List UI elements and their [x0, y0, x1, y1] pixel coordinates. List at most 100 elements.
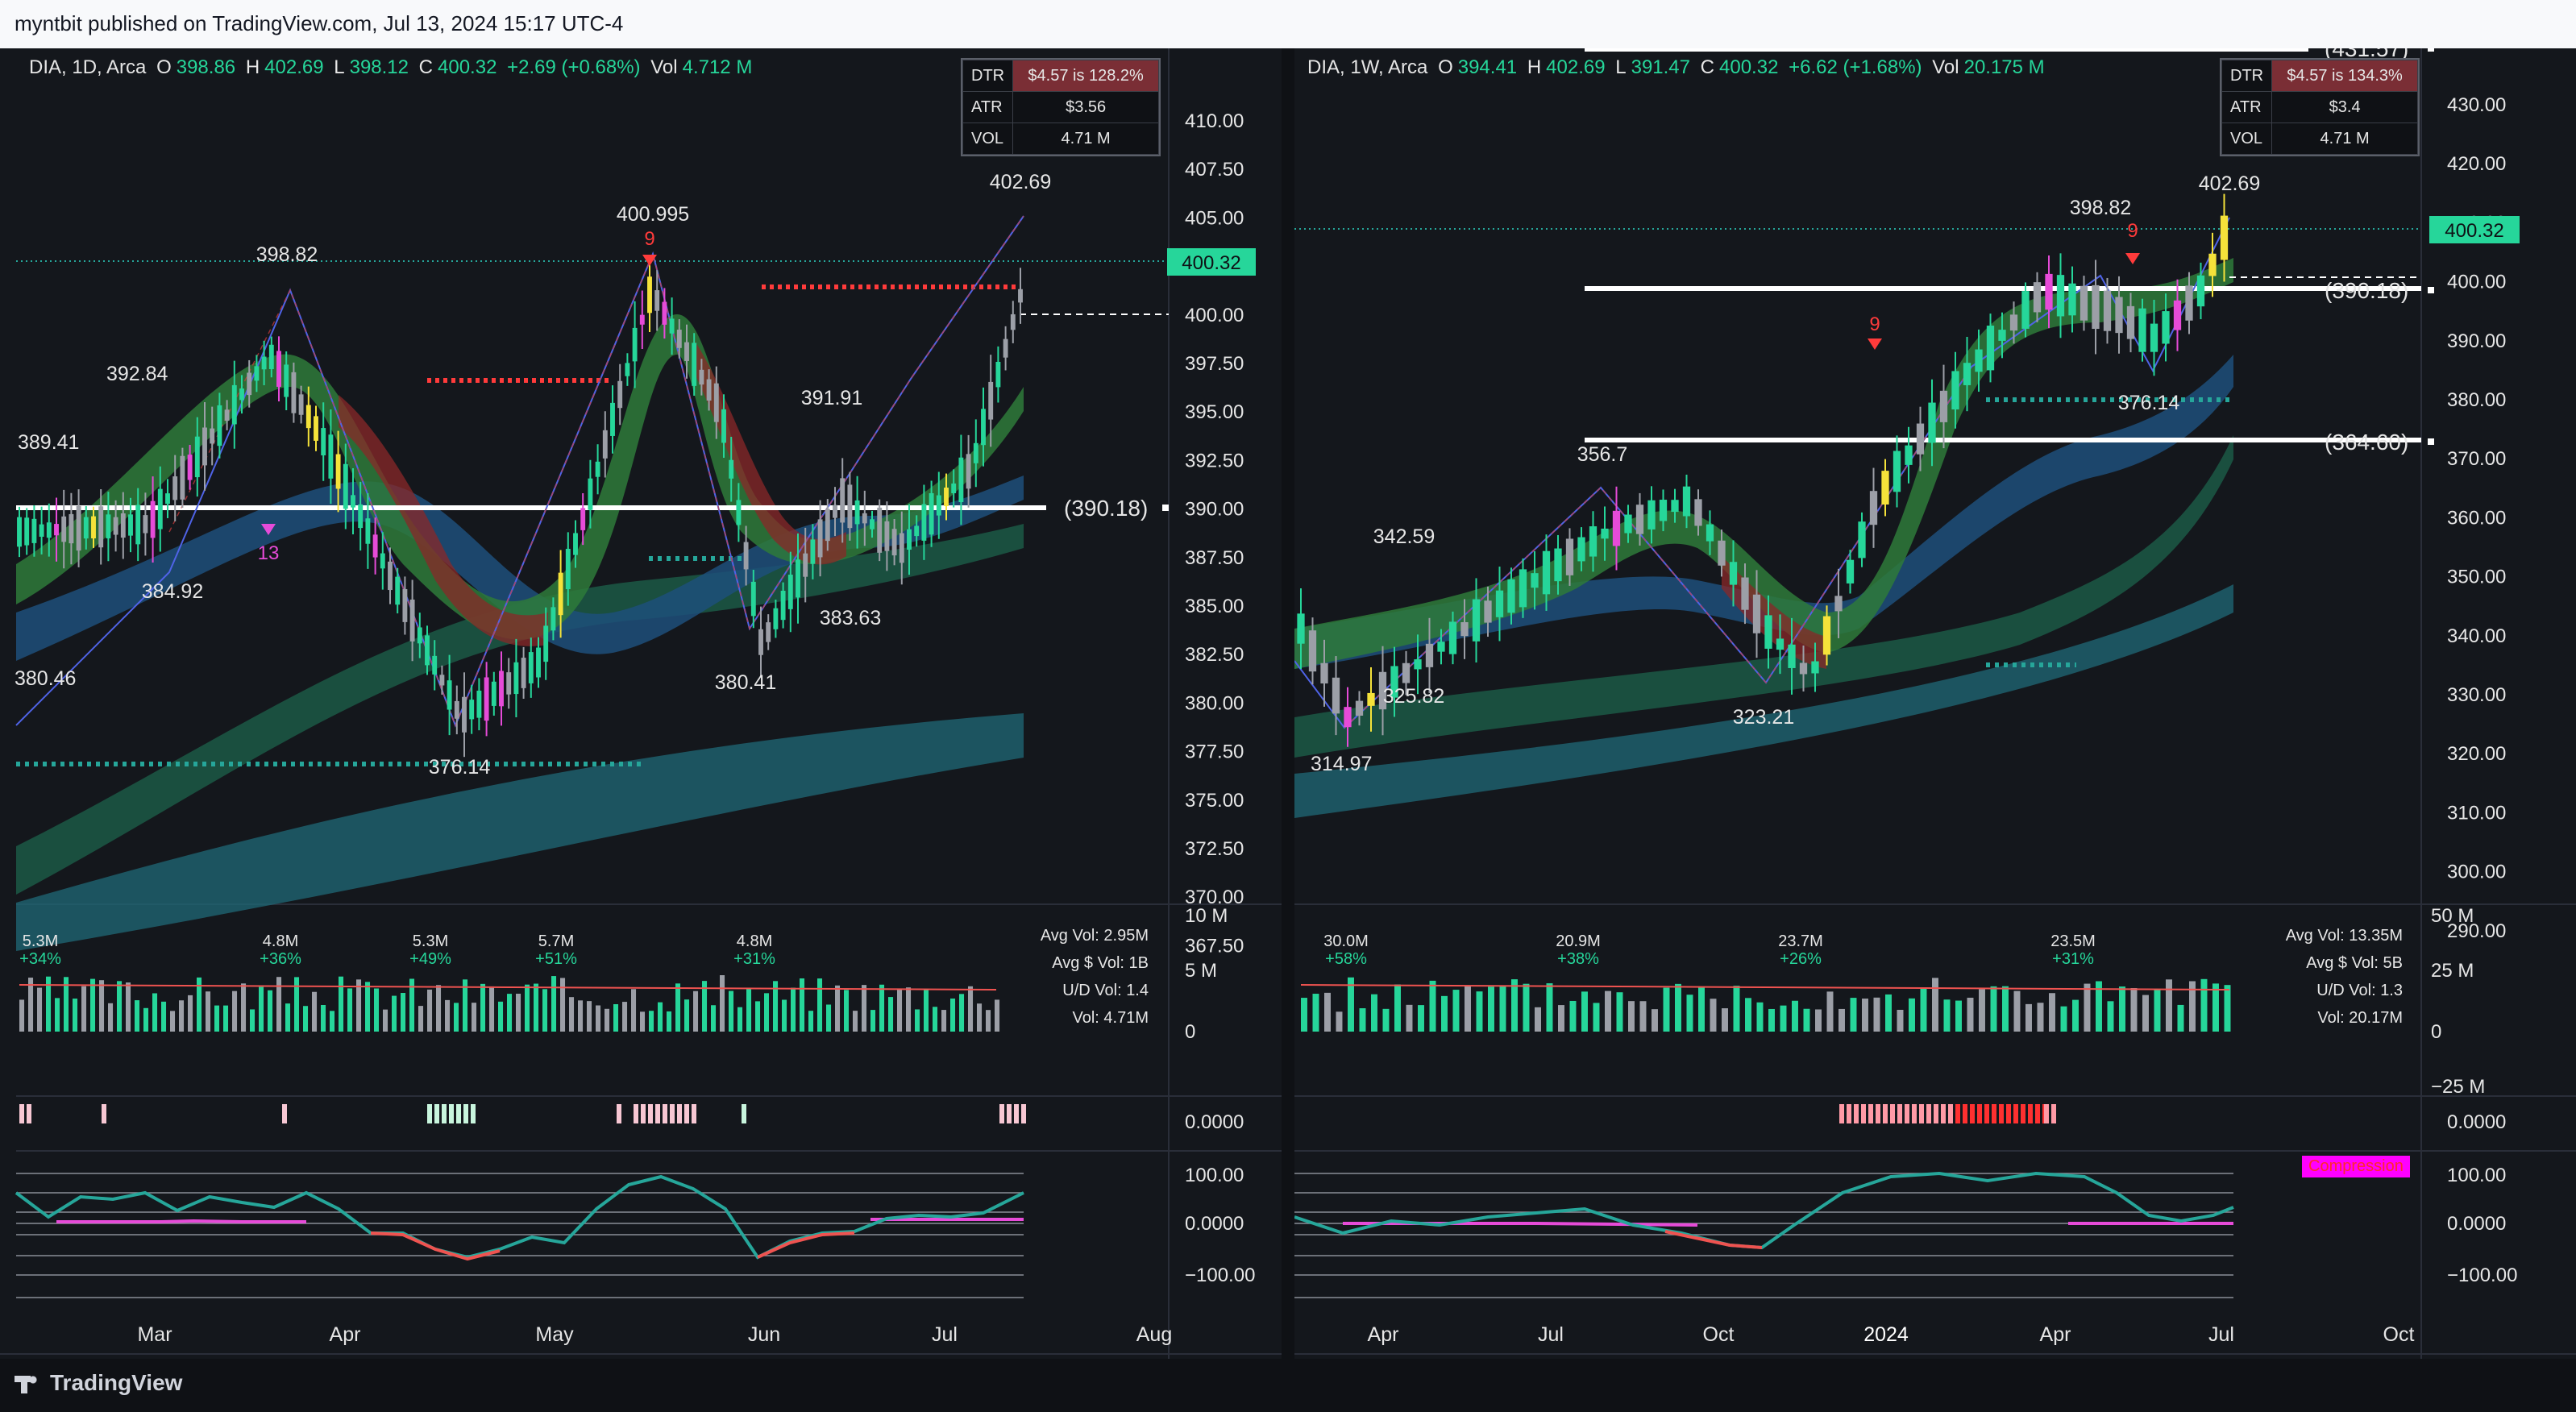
price-pivot-label: 391.91 — [801, 387, 862, 409]
volume-bar — [480, 983, 486, 1032]
squeeze-dot — [663, 1104, 667, 1123]
dtr-label: DTR — [2221, 60, 2273, 92]
candle-body — [891, 529, 897, 556]
volume-bar — [401, 993, 406, 1032]
left-osc-magenta — [56, 1219, 306, 1223]
candle-body — [914, 525, 920, 537]
volume-bar — [259, 986, 264, 1032]
squeeze-dot — [434, 1104, 439, 1123]
candle-body — [1367, 692, 1375, 706]
volume-axis-label: 5 M — [1185, 960, 1217, 982]
stat-label: Avg $ Vol: — [2306, 954, 2379, 972]
price-axis-label: 430.00 — [2447, 94, 2506, 116]
candle-body — [417, 627, 422, 644]
candle-body — [1472, 599, 1481, 642]
volume-bar — [2189, 981, 2196, 1032]
candle-body — [2150, 323, 2158, 352]
left-open: 398.86 — [176, 56, 236, 78]
volume-bar — [649, 1011, 654, 1032]
volume-bar — [1663, 987, 1670, 1032]
price-pivot-label: 380.46 — [15, 667, 76, 690]
stat-label: Avg Vol: — [2285, 927, 2345, 945]
volume-bar — [1476, 991, 1483, 1032]
candle-body — [847, 484, 853, 529]
td-count-label: 9 — [1869, 314, 1880, 335]
volume-bar — [1605, 990, 1611, 1032]
vol-value: 4.71 M — [2271, 123, 2419, 155]
volume-bar — [347, 988, 353, 1032]
volume-bar — [622, 1002, 628, 1032]
right-osc-line — [1294, 1171, 2234, 1250]
volume-bar — [427, 989, 433, 1032]
volume-note-value: 23.5M — [2050, 932, 2096, 950]
candle-body — [787, 575, 793, 609]
osc-axis-label: 0.0000 — [1185, 1213, 1244, 1235]
volume-note-pct: +26% — [1780, 950, 1822, 968]
right-low: 391.47 — [1631, 56, 1690, 78]
candle-body — [447, 680, 452, 710]
left-osc-red-2 — [757, 1231, 855, 1259]
candle-body — [625, 363, 630, 376]
volume-bar — [188, 995, 193, 1032]
volume-bar — [675, 983, 681, 1032]
candle-body — [2092, 284, 2100, 330]
volume-bar — [365, 982, 371, 1032]
candle-body — [314, 416, 318, 441]
candle-body — [217, 405, 222, 446]
volume-bar — [977, 1003, 983, 1032]
squeeze-dot — [684, 1104, 689, 1123]
candle-body — [713, 383, 719, 422]
price-axis-label: 350.00 — [2447, 567, 2506, 588]
candle-body — [840, 478, 846, 523]
volume-bar — [2107, 1001, 2114, 1032]
candle-body — [1018, 289, 1023, 303]
candle-body — [981, 409, 986, 446]
candle-body — [1390, 666, 1398, 698]
current-price-badge — [2429, 216, 2520, 243]
volume-bar — [409, 978, 415, 1032]
squeeze-dot — [1977, 1104, 1982, 1123]
candle-body — [632, 327, 638, 362]
volume-bar — [605, 1008, 610, 1032]
right-chart-panel[interactable]: 430.00420.00410.00400.00390.00380.00370.… — [1294, 48, 2576, 1359]
volume-note-value: 5.7M — [538, 932, 574, 950]
stat-label: Vol: — [1072, 1009, 1099, 1027]
volume-bar — [19, 999, 25, 1032]
left-chart-panel[interactable]: 410.00407.50405.00402.50400.00397.50395.… — [0, 48, 1282, 1359]
left-chart-svg[interactable]: 410.00407.50405.00402.50400.00397.50395.… — [0, 48, 1282, 1359]
atr-value: $3.4 — [2271, 91, 2419, 123]
right-chart-svg[interactable]: 430.00420.00410.00400.00390.00380.00370.… — [1294, 48, 2576, 1359]
volume-bar — [276, 977, 282, 1032]
volume-bar — [28, 978, 34, 1032]
volume-bar — [986, 1010, 991, 1032]
osc-axis-label: 0.0000 — [2447, 1213, 2506, 1235]
volume-bar — [2013, 990, 2021, 1032]
volume-bar — [950, 998, 956, 1032]
zigzag-line — [1294, 217, 2230, 729]
candle-body — [2173, 300, 2182, 330]
volume-bar — [1452, 990, 1460, 1032]
candle-body — [247, 372, 252, 396]
volume-bar — [117, 981, 123, 1032]
squeeze-dot — [27, 1104, 31, 1123]
candle-body — [1647, 500, 1656, 530]
candle-body — [98, 506, 104, 548]
volume-bar — [1628, 1001, 1635, 1032]
volume-bar — [1932, 978, 1938, 1032]
volume-bar — [445, 999, 451, 1032]
time-axis-label: Jul — [932, 1323, 958, 1346]
volume-bar — [2166, 979, 2172, 1032]
volume-note-pct: +51% — [535, 950, 577, 968]
volume-bar — [1418, 1005, 1424, 1032]
candle-body — [803, 553, 808, 577]
volume-note-value: 4.8M — [737, 932, 772, 950]
candle-body — [83, 517, 89, 539]
candle-body — [536, 647, 541, 678]
volume-bar — [1371, 994, 1377, 1032]
candle-body — [462, 696, 467, 733]
candle-body — [639, 314, 645, 325]
candle-body — [1437, 642, 1445, 652]
candle-body — [351, 495, 355, 508]
squeeze-dot — [655, 1104, 660, 1123]
volume-bar — [330, 1011, 335, 1032]
